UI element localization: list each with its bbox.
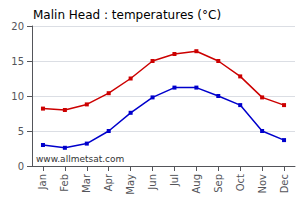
svg-text:10: 10 [11,91,24,102]
svg-text:Malin Head : temperatures (°C): Malin Head : temperatures (°C) [33,8,221,22]
svg-text:Mar: Mar [81,173,92,193]
svg-text:Jul: Jul [169,174,180,187]
svg-text:Jan: Jan [37,174,48,190]
svg-text:Oct: Oct [235,174,246,191]
svg-text:15: 15 [11,56,24,67]
svg-text:Sep: Sep [213,174,224,193]
svg-text:Apr: Apr [103,173,114,191]
svg-text:Dec: Dec [279,174,290,193]
svg-text:Jun: Jun [147,174,158,191]
svg-text:May: May [125,174,136,195]
svg-text:Feb: Feb [59,174,70,192]
svg-text:5: 5 [18,126,24,137]
svg-text:0: 0 [18,161,24,172]
svg-text:20: 20 [11,21,24,32]
svg-text:www.allmetsat.com: www.allmetsat.com [36,154,124,164]
svg-text:Aug: Aug [191,174,202,194]
svg-text:Nov: Nov [257,174,268,194]
